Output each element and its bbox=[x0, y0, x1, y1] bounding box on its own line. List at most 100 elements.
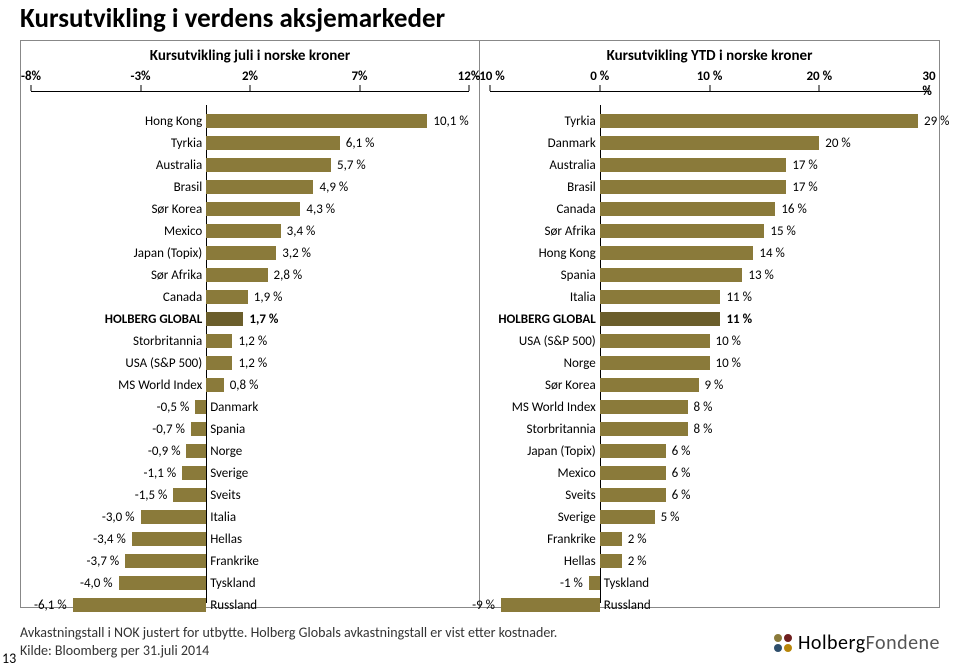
ytd-bar bbox=[589, 576, 600, 590]
ytd-row: Sør Korea9 % bbox=[490, 375, 929, 397]
july-axis-tick: 2% bbox=[242, 69, 258, 84]
july-value: 1,2 % bbox=[238, 353, 267, 375]
footer-line1: Avkastningstall i NOK justert for utbytt… bbox=[20, 624, 760, 642]
ytd-bar bbox=[600, 224, 765, 238]
july-bar bbox=[206, 334, 232, 348]
july-row: Mexico 3,4 % bbox=[31, 221, 469, 243]
july-bar bbox=[195, 400, 206, 414]
july-label: Tyrkia bbox=[171, 133, 202, 155]
ytd-label: Spania bbox=[561, 265, 596, 287]
ytd-value: 11 % bbox=[726, 309, 752, 331]
ytd-bar bbox=[600, 114, 918, 128]
july-row: Hong Kong10,1 % bbox=[31, 111, 469, 133]
july-row: Tyrkia 6,1 % bbox=[31, 133, 469, 155]
ytd-value: 6 % bbox=[672, 463, 691, 485]
ytd-value: 5 % bbox=[661, 507, 680, 529]
ytd-row: HOLBERG GLOBAL11 % bbox=[490, 309, 929, 331]
ytd-row: Australia17 % bbox=[490, 155, 929, 177]
charts-container: Kursutvikling juli i norske kroner -8%-3… bbox=[20, 40, 940, 608]
ytd-row: Norge10 % bbox=[490, 353, 929, 375]
ytd-value: 9 % bbox=[705, 375, 724, 397]
ytd-label: Russland bbox=[604, 595, 651, 617]
ytd-value: 29 % bbox=[924, 111, 949, 133]
july-row: Frankrike-3,7 % bbox=[31, 551, 469, 573]
logo-text: HolbergFondene bbox=[798, 631, 940, 655]
july-value: -3,0 % bbox=[102, 507, 135, 529]
july-bar bbox=[206, 158, 331, 172]
ytd-label: Sverige bbox=[558, 507, 596, 529]
july-value: 6,1 % bbox=[346, 133, 375, 155]
ytd-label: Italia bbox=[570, 287, 596, 309]
ytd-value: 15 % bbox=[770, 221, 795, 243]
ytd-value: 16 % bbox=[781, 199, 806, 221]
july-row: USA (S&P 500)1,2 % bbox=[31, 353, 469, 375]
ytd-value: 6 % bbox=[672, 441, 691, 463]
ytd-row: Spania 13 % bbox=[490, 265, 929, 287]
ytd-bar bbox=[600, 554, 622, 568]
chart-july-axis: -8%-3%2%7%12% bbox=[31, 71, 469, 103]
july-value: 3,2 % bbox=[282, 243, 311, 265]
july-value: 1,9 % bbox=[254, 287, 283, 309]
ytd-axis-tick: 30 % bbox=[922, 69, 935, 99]
july-label: Brasil bbox=[174, 177, 203, 199]
july-row: Norge -0,9 % bbox=[31, 441, 469, 463]
july-value: -4,0 % bbox=[80, 573, 113, 595]
july-value: -1,5 % bbox=[135, 485, 168, 507]
july-value: 4,3 % bbox=[306, 199, 335, 221]
ytd-axis-tick: -10 % bbox=[475, 69, 505, 84]
july-value: -0,5 % bbox=[157, 397, 190, 419]
july-label: Norge bbox=[210, 441, 242, 463]
july-value: 4,9 % bbox=[320, 177, 349, 199]
ytd-label: Frankrike bbox=[547, 529, 596, 551]
logo-text-2: Fondene bbox=[866, 631, 940, 655]
july-row: Hellas-3,4 % bbox=[31, 529, 469, 551]
ytd-value: 8 % bbox=[694, 397, 713, 419]
july-label: HOLBERG GLOBAL bbox=[105, 309, 202, 331]
july-value: 5,7 % bbox=[337, 155, 366, 177]
ytd-value: 20 % bbox=[825, 133, 850, 155]
july-label: Sverige bbox=[210, 463, 248, 485]
ytd-value: 11 % bbox=[726, 287, 751, 309]
july-value: 3,4 % bbox=[287, 221, 316, 243]
chart-july-plot: Hong Kong10,1 %Tyrkia6,1 %Australia5,7 %… bbox=[31, 111, 469, 603]
july-row: MS World Index0,8 % bbox=[31, 375, 469, 397]
july-label: Hong Kong bbox=[145, 111, 202, 133]
july-axis-tick: 7% bbox=[351, 69, 367, 84]
july-row: Sør Korea 4,3 % bbox=[31, 199, 469, 221]
july-label: Sør Korea bbox=[151, 199, 202, 221]
july-row: Storbritannia1,2 % bbox=[31, 331, 469, 353]
ytd-label: Tyrkia bbox=[564, 111, 595, 133]
ytd-row: Danmark20 % bbox=[490, 133, 929, 155]
ytd-row: Storbritannia8 % bbox=[490, 419, 929, 441]
july-value: 1,2 % bbox=[238, 331, 267, 353]
july-value: -0,9 % bbox=[148, 441, 181, 463]
july-row: Italia-3,0 % bbox=[31, 507, 469, 529]
ytd-bar bbox=[600, 290, 721, 304]
ytd-value: 10 % bbox=[716, 331, 741, 353]
logo: HolbergFondene bbox=[774, 631, 940, 655]
ytd-row: USA (S&P 500)10 % bbox=[490, 331, 929, 353]
chart-ytd-title: Kursutvikling YTD i norske kroner bbox=[480, 47, 939, 65]
july-label: Mexico bbox=[164, 221, 202, 243]
ytd-label: Norge bbox=[564, 353, 596, 375]
ytd-bar bbox=[600, 378, 699, 392]
ytd-label: Storbritannia bbox=[527, 419, 596, 441]
ytd-bar bbox=[600, 158, 787, 172]
july-axis-tick: -8% bbox=[21, 69, 41, 84]
ytd-row: Italia 11 % bbox=[490, 287, 929, 309]
chart-july: Kursutvikling juli i norske kroner -8%-3… bbox=[21, 41, 480, 607]
july-label: Frankrike bbox=[210, 551, 259, 573]
july-bar bbox=[206, 202, 300, 216]
ytd-bar bbox=[600, 136, 820, 150]
ytd-row: Russland-9 % bbox=[490, 595, 929, 617]
july-bar bbox=[132, 532, 206, 546]
ytd-row: Tyrkia29 % bbox=[490, 111, 929, 133]
ytd-value: 17 % bbox=[792, 155, 817, 177]
chart-ytd: Kursutvikling YTD i norske kroner -10 %0… bbox=[480, 41, 939, 607]
july-bar bbox=[141, 510, 207, 524]
july-bar bbox=[191, 422, 206, 436]
july-bar bbox=[206, 290, 248, 304]
ytd-value: 13 % bbox=[748, 265, 773, 287]
july-bar bbox=[206, 246, 276, 260]
july-bar bbox=[206, 268, 267, 282]
